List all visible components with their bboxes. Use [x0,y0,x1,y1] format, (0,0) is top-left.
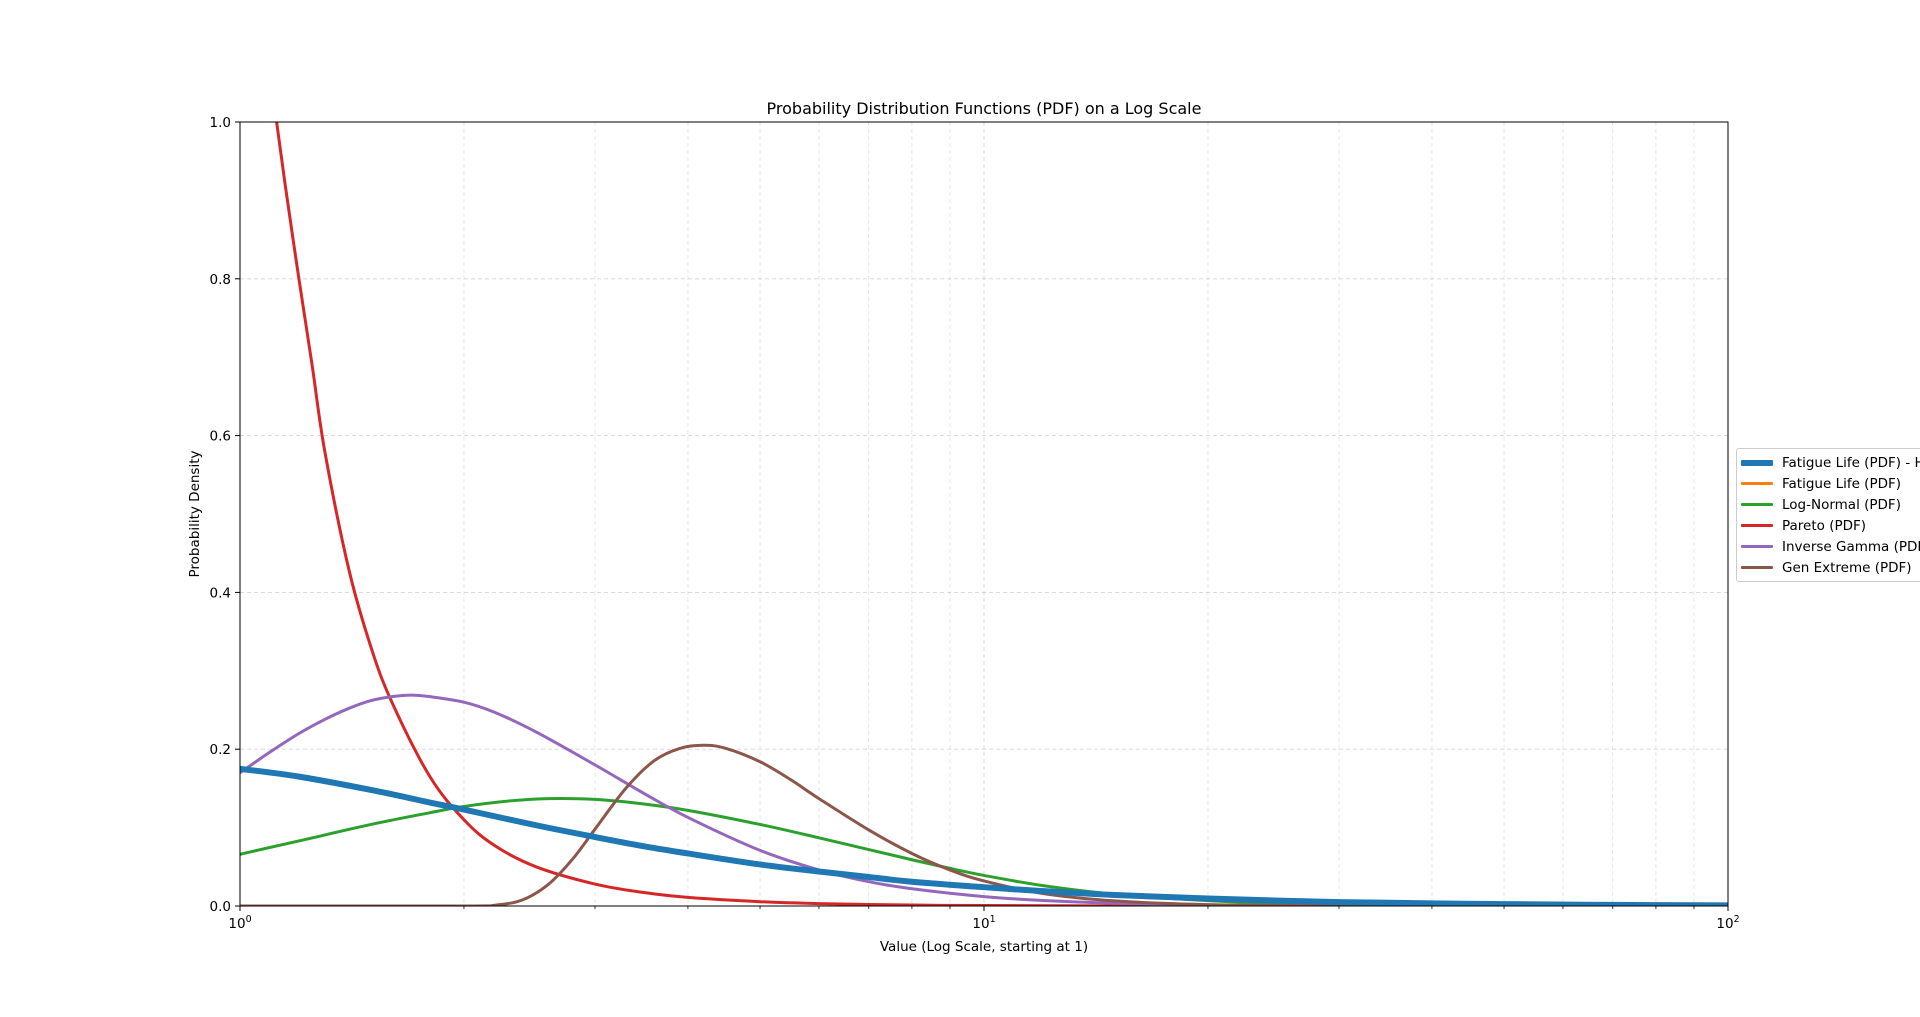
legend-swatch [1741,459,1773,466]
series-line-5 [240,743,1728,906]
legend-item: Fatigue Life (PDF) - H [1737,452,1920,473]
legend-label: Gen Extreme (PDF) [1782,559,1912,576]
legend-item: Log-Normal (PDF) [1737,494,1920,515]
x-tick-label: 100 [228,914,251,932]
legend-swatch [1741,503,1773,506]
legend-item: Gen Extreme (PDF) [1737,557,1920,578]
x-tick-label: 102 [1716,914,1739,932]
y-tick-label: 0.8 [210,272,231,288]
y-tick-label: 0.2 [210,742,231,758]
y-tick-label: 1.0 [210,115,231,131]
grid [240,122,1728,906]
y-tick-label: 0.6 [210,429,231,445]
y-tick-label: 0.4 [210,585,231,601]
axis-ticks: 0.0 0.2 0.4 0.6 0.8 1.0 100 101 102 [210,115,1740,932]
series-lines [240,121,1728,906]
x-tick-label: 101 [972,914,995,932]
y-tick-label: 0.0 [210,899,231,915]
legend-swatch [1741,482,1773,485]
legend: Fatigue Life (PDF) - H Fatigue Life (PDF)… [1736,448,1920,582]
legend-item: Pareto (PDF) [1737,515,1920,536]
legend-swatch [1741,566,1773,569]
series-line-0 [240,765,1728,906]
legend-swatch [1741,545,1773,548]
chart-title: Probability Distribution Functions (PDF)… [767,99,1202,118]
legend-label: Fatigue Life (PDF) - H [1782,454,1920,471]
legend-label: Inverse Gamma (PDF) [1782,538,1920,555]
legend-swatch [1741,524,1773,527]
legend-label: Fatigue Life (PDF) [1782,475,1902,492]
legend-label: Log-Normal (PDF) [1782,496,1901,513]
legend-label: Pareto (PDF) [1782,517,1867,534]
legend-item: Fatigue Life (PDF) [1737,473,1920,494]
x-axis-label: Value (Log Scale, starting at 1) [880,939,1088,955]
legend-item: Inverse Gamma (PDF) [1737,536,1920,557]
y-axis-label: Probability Density [187,451,203,578]
